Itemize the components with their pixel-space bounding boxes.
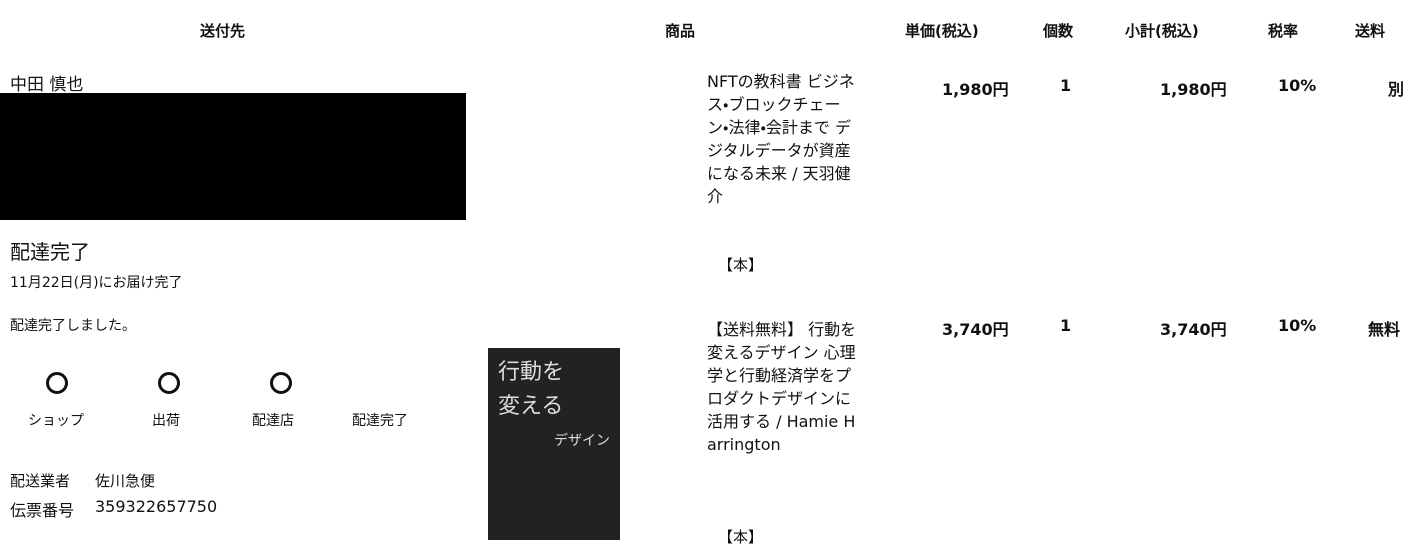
col-header: 小計(税込) [1125,22,1199,40]
item-title[interactable]: NFTの教科書 ビジネス・ブロックチェーン・法律・会計まで デジタルデータが資産… [707,72,855,206]
shipping: 別 [1388,80,1405,99]
col-header: 送付先 [200,22,246,40]
price: 3,740円 [942,320,1009,339]
cover-line: 行動を [498,360,565,385]
item-cover[interactable]: 行動を 変える デザイン [488,348,620,540]
date: 11月22日(月)にお届け完了 [10,275,183,291]
status: 配達完了 [10,240,90,264]
step-label: 出荷 [152,413,180,429]
price: 1,980円 [942,80,1009,99]
cover-line: デザイン [554,433,610,449]
item-title[interactable]: 【送料無料】 行動を変えるデザイン 心理学と行動経済学をプロダクトデザインに活用… [707,320,857,454]
tracking: 359322657750 [95,497,218,516]
recipient-name: 中田 慎也 [10,75,84,95]
col-header: 商品 [665,22,696,40]
tax: 10% [1278,76,1317,95]
qty: 1 [1060,76,1072,95]
step-dot [270,372,292,394]
col-header: 税率 [1268,22,1299,40]
shipping: 無料 [1368,320,1401,339]
carrier: 佐川急便 [95,472,156,490]
step-label: 配達完了 [352,413,408,429]
step-label: ショップ [28,413,84,429]
step-dot [46,372,68,394]
tax: 10% [1278,316,1317,335]
qty: 1 [1060,316,1072,335]
item-tag: 【本】 [718,528,764,546]
col-header: 個数 [1043,22,1074,40]
subtotal: 3,740円 [1160,320,1227,339]
subtotal: 1,980円 [1160,80,1227,99]
col-header: 送料 [1355,22,1386,40]
item-tag: 【本】 [718,256,764,274]
tracking-label: 伝票番号 [10,501,75,520]
message: 配達完了しました。 [10,318,136,334]
col-header: 単価(税込) [905,22,979,40]
cover-line: 変える [498,394,564,419]
redacted [0,93,466,220]
step-dot [158,372,180,394]
carrier-label: 配送業者 [10,472,71,490]
step-label: 配達店 [252,413,294,429]
